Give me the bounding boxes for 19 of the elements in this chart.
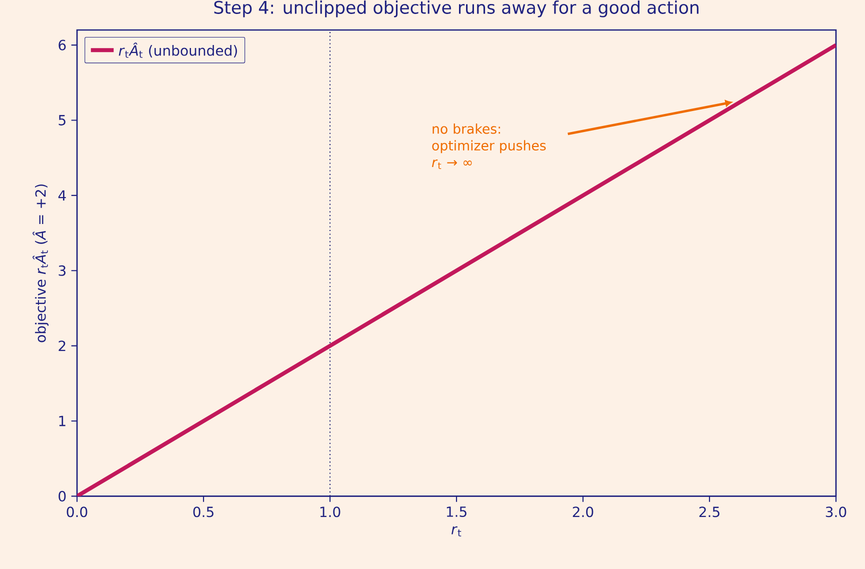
x-tick-label: 1.5	[446, 506, 466, 517]
x-tick-label: 0.0	[66, 506, 88, 518]
y-tick-label: 3	[58, 265, 66, 276]
x-tick-label: 2.0	[572, 506, 594, 518]
y-tick-label: 1	[59, 416, 66, 426]
y-tick-label: 2	[58, 340, 66, 351]
legend-label: r$_{t}$Â$_{t}$ (unbounded)	[118, 42, 237, 58]
x-tick-label: 3.0	[826, 506, 846, 518]
x-tick-label: 2.5	[699, 506, 720, 518]
y-tick-label: 4	[58, 190, 66, 200]
annotation: no brakes: optimizer pushes r$_{t}$ → ∞	[432, 123, 546, 169]
y-tick-label: 6	[58, 40, 66, 50]
x-axis-title: r$_{t}$	[452, 526, 462, 536]
x-tick-label: 1.0	[320, 506, 340, 518]
y-axis-title: objective r$_{t}$Â$_{t}$ (Â = +2)	[32, 184, 49, 342]
y-tick-label: 0	[58, 490, 66, 502]
chart-title: Step 4: unclipped objective runs away for a good action	[214, 0, 698, 18]
y-tick-label: 5	[58, 114, 66, 126]
x-tick-label: 0.5	[193, 506, 214, 518]
